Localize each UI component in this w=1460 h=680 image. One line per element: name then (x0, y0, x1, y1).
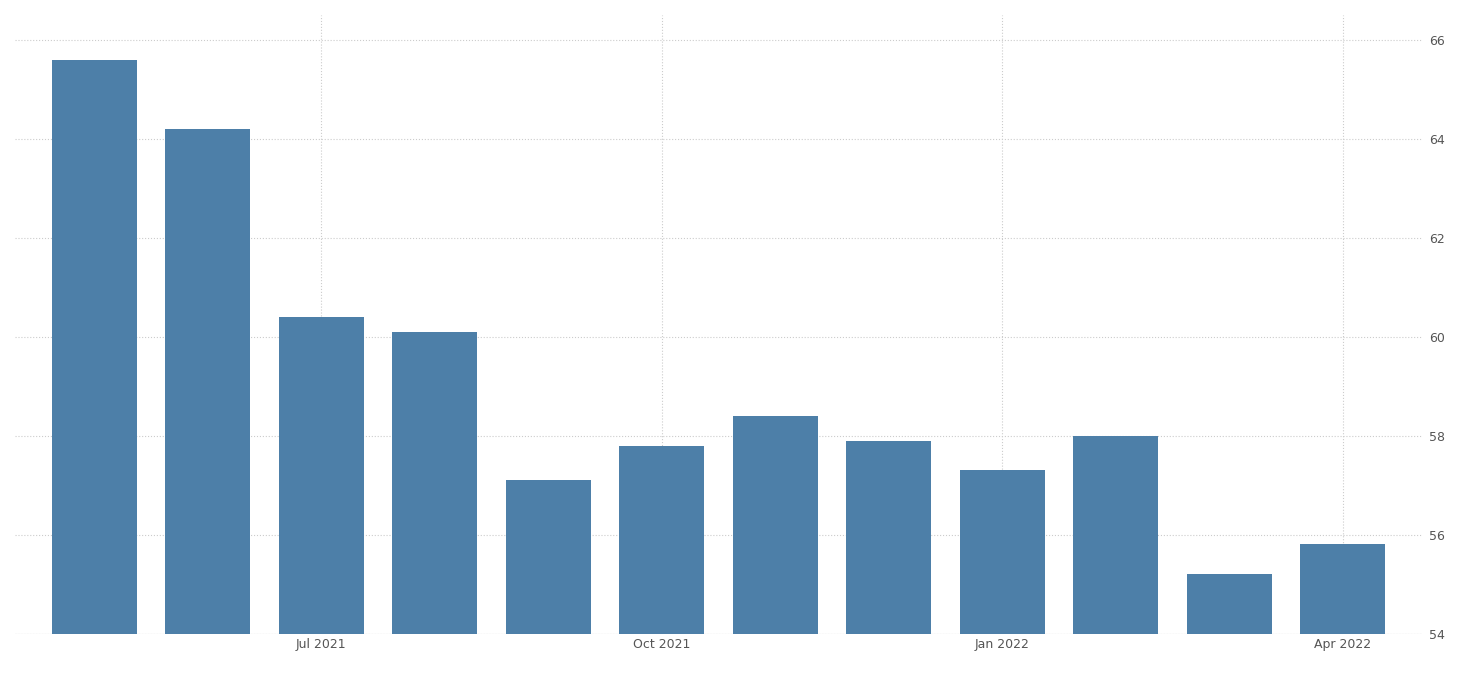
Bar (1187, 574, 1272, 634)
Bar (733, 415, 818, 634)
Bar (165, 129, 251, 634)
Bar (1073, 436, 1158, 634)
Bar (847, 441, 931, 634)
Bar (619, 445, 704, 634)
Bar (505, 480, 591, 634)
Bar (53, 60, 137, 634)
Bar (959, 471, 1045, 634)
Bar (279, 317, 364, 634)
Bar (393, 332, 477, 634)
Bar (1299, 545, 1386, 634)
